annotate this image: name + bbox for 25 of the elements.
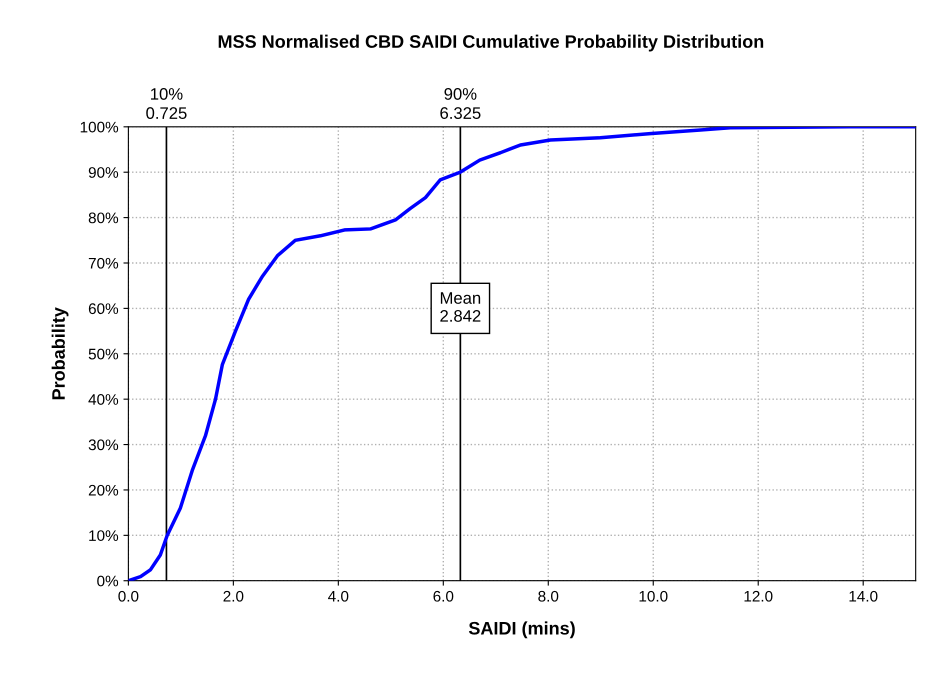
y-tick-label: 80%	[88, 212, 118, 224]
y-tick-label: 40%	[88, 394, 118, 405]
x-tick-label: 14.0	[849, 590, 878, 602]
y-tick-label: 10%	[89, 530, 118, 542]
x-tick-label: 4.0	[328, 590, 348, 602]
x-axis-title: SAIDI (mins)	[468, 621, 575, 638]
y-tick-label: 70%	[88, 258, 118, 269]
x-tick-label: 10.0	[640, 590, 668, 602]
x-tick-label: 6.0	[433, 590, 454, 602]
y-tick-label: 20%	[88, 484, 118, 496]
x-tick-label: 8.0	[538, 590, 558, 602]
annotation: Mean 2.842	[440, 292, 480, 322]
y-tick-label: 0%	[97, 576, 118, 586]
x-tick-label: 0.0	[118, 590, 138, 602]
x-tick-label: 12.0	[744, 590, 772, 602]
y-axis-title: Probability	[52, 307, 68, 400]
x-tick-label: 2.0	[224, 590, 244, 602]
y-tick-label: 90%	[88, 167, 118, 178]
chart-title: MSS Normalised CBD SAIDI Cumulative Probability Distribution	[218, 34, 764, 52]
ref-line-label: 10% 0.725	[146, 88, 187, 119]
y-tick-label: 50%	[88, 348, 118, 360]
y-tick-label: 100%	[80, 122, 118, 133]
ref-line-label: 90% 6.325	[440, 88, 481, 119]
y-tick-label: 30%	[88, 439, 118, 450]
y-tick-label: 60%	[88, 303, 118, 314]
